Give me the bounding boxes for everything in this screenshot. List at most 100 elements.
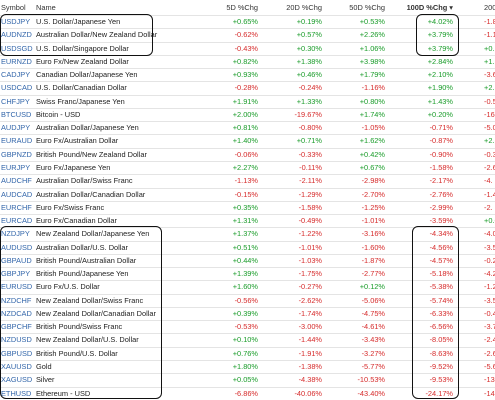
name: Euro Fx/New Zealand Dollar (36, 56, 129, 66)
row-divider (0, 320, 495, 322)
pct-change: +0.10% (232, 335, 258, 345)
symbol: USDCAD (1, 83, 33, 93)
pct-change: -5.38% (429, 282, 453, 292)
pct-change: -0.62% (234, 30, 258, 40)
symbol: AUDCHF (1, 176, 32, 186)
pct-change: +1.06% (359, 43, 385, 53)
pct-change: -2.17% (429, 176, 453, 186)
name: Euro Fx/Swiss Franc (36, 202, 105, 212)
pct-change: +0.05% (232, 375, 258, 385)
pct-change: -1.25% (361, 202, 385, 212)
pct-change: -2.6 (484, 348, 495, 358)
pct-change: -10.53% (357, 375, 385, 385)
row-divider (0, 293, 495, 295)
pct-change: -5.74% (429, 295, 453, 305)
pct-change: +1.43% (427, 96, 453, 106)
row-divider (0, 267, 495, 269)
name: Australian Dollar/U.S. Dollar (36, 242, 129, 252)
row-divider (0, 346, 495, 348)
name: New Zealand Dollar/Japanese Yen (36, 229, 150, 239)
pct-change: -1.01% (298, 242, 322, 252)
pct-change: -2.77% (361, 269, 385, 279)
symbol: NZDUSD (1, 335, 32, 345)
pct-change: -2.70% (361, 189, 385, 199)
pct-change: +0.80% (359, 96, 385, 106)
pct-change: +0.12% (359, 282, 385, 292)
pct-change: +0.6 (484, 216, 495, 226)
pct-change: +4.02% (427, 17, 453, 26)
name: U.S. Dollar/Singapore Dollar (36, 43, 129, 53)
name: Bitcoin - USD (36, 109, 81, 119)
pct-change: +1.62% (359, 136, 385, 146)
pct-change: -3.00% (298, 322, 322, 332)
symbol: AUDCAD (1, 189, 33, 199)
pct-change: +0.39% (232, 308, 258, 318)
pct-change: -3.27% (361, 348, 385, 358)
highlight-box (0, 14, 153, 56)
name: Euro Fx/Canadian Dollar (36, 216, 117, 226)
pct-change: -0.27% (298, 282, 322, 292)
pct-change: -0.56% (234, 295, 258, 305)
pct-change: +2.26% (359, 30, 385, 40)
symbol: NZDCAD (1, 308, 32, 318)
name: Euro Fx/Japanese Yen (36, 162, 111, 172)
pct-change: -3.16% (361, 229, 385, 239)
name: British Pound/New Zealand Dollar (36, 149, 147, 159)
name: New Zealand Dollar/U.S. Dollar (36, 335, 139, 345)
pct-change: -13.2 (484, 375, 495, 385)
pct-change: -5.06% (361, 295, 385, 305)
pct-change: +1.40% (232, 136, 258, 146)
row-divider (0, 373, 495, 375)
row-divider (0, 15, 495, 16)
symbol: EURAUD (1, 136, 33, 146)
pct-change: +0.93% (232, 70, 258, 80)
name: Swiss Franc/Japanese Yen (36, 96, 125, 106)
row-divider (0, 214, 495, 216)
pct-change: -6.56% (429, 322, 453, 332)
symbol: EURCHF (1, 202, 32, 212)
row-divider (0, 306, 495, 308)
pct-change: -0.90% (429, 149, 453, 159)
pct-change: -1.74% (298, 308, 322, 318)
pct-change: +1.74% (359, 109, 385, 119)
pct-change: -1.03% (298, 255, 322, 265)
name: Australian Dollar/Swiss Franc (36, 176, 133, 186)
pct-change: -2.99% (429, 202, 453, 212)
name: U.S. Dollar/Japanese Yen (36, 17, 121, 26)
pct-change: -0.5 (484, 96, 495, 106)
pct-change: +0.76% (232, 348, 258, 358)
row-divider (0, 187, 495, 189)
pct-change: +1.79% (359, 70, 385, 80)
pct-change: -4.56% (429, 242, 453, 252)
pct-change: -0.43% (234, 43, 258, 53)
row-divider (0, 54, 495, 56)
pct-change: -0.53% (234, 322, 258, 332)
pct-change: +1.31% (232, 216, 258, 226)
pct-change: +0.57% (296, 30, 322, 40)
pct-change: -0.06% (234, 149, 258, 159)
pct-change: -3.43% (361, 335, 385, 345)
pct-change: +2.10% (427, 70, 453, 80)
row-divider (0, 227, 495, 229)
pct-change: -3.5 (484, 242, 495, 252)
column-header: 5D %Chg (226, 3, 258, 12)
name: British Pound/U.S. Dollar (36, 348, 118, 358)
pct-change: +0.20% (427, 109, 453, 119)
pct-change: -0.4 (484, 308, 495, 318)
pct-change: -0.80% (298, 123, 322, 133)
row-divider (0, 174, 495, 176)
name: New Zealand Dollar/Canadian Dollar (36, 308, 156, 318)
pct-change: -0.71% (429, 123, 453, 133)
pct-change: -0.11% (299, 162, 322, 172)
pct-change: -8.63% (429, 348, 453, 358)
pct-change: -1.60% (361, 242, 385, 252)
name: Gold (36, 362, 52, 372)
pct-change: -3.7 (484, 322, 495, 332)
pct-change: -4.61% (361, 322, 385, 332)
row-divider (0, 200, 495, 202)
row-divider (0, 280, 495, 282)
pct-change: +0.67% (359, 162, 385, 172)
pct-change: -0.3 (484, 149, 495, 159)
